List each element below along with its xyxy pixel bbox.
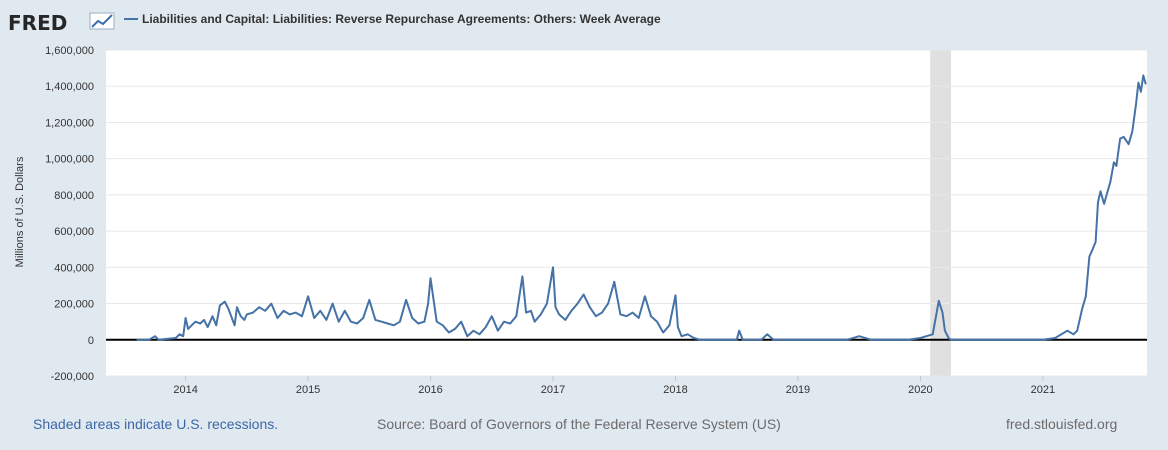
fred-logo[interactable]: FRED	[8, 11, 67, 35]
y-tick-label: -200,000	[51, 371, 94, 383]
legend-label: Liabilities and Capital: Liabilities: Re…	[142, 12, 661, 26]
y-tick-label: 800,000	[54, 190, 94, 202]
x-tick-label: 2019	[786, 384, 810, 396]
site-url[interactable]: fred.stlouisfed.org	[1006, 416, 1118, 432]
y-tick-label: 200,000	[54, 299, 94, 311]
y-tick-label: 1,000,000	[45, 154, 94, 166]
y-tick-label: 1,200,000	[45, 117, 94, 129]
recession-band	[930, 50, 952, 376]
y-tick-label: 1,600,000	[45, 45, 94, 57]
series-line	[136, 74, 1147, 341]
fred-logo-graph-icon	[89, 12, 115, 30]
y-tick-label: 400,000	[54, 262, 94, 274]
x-tick-label: 2020	[908, 384, 932, 396]
y-tick-label: 0	[88, 335, 94, 347]
recession-bands	[930, 50, 952, 376]
x-axis-ticks: 2014 2015 2016 2017 2018 2019 2020 2021	[173, 376, 1055, 396]
source-text: Source: Board of Governors of the Federa…	[377, 416, 781, 432]
gridlines	[106, 49, 1147, 377]
plot-area	[106, 50, 1147, 376]
y-tick-label: 600,000	[54, 226, 94, 238]
x-tick-label: 2017	[541, 384, 565, 396]
x-tick-label: 2016	[418, 384, 442, 396]
y-axis-label: Millions of U.S. Dollars	[14, 156, 26, 267]
x-tick-label: 2018	[663, 384, 687, 396]
y-axis-ticks: -200,000 0 200,000 400,000 600,000 800,000 1,0…	[45, 45, 94, 383]
y-tick-label: 1,400,000	[45, 81, 94, 93]
x-tick-label: 2021	[1031, 384, 1055, 396]
x-tick-label: 2015	[296, 384, 320, 396]
x-tick-label: 2014	[173, 384, 197, 396]
recession-note-link[interactable]: Shaded areas indicate U.S. recessions.	[33, 416, 279, 432]
